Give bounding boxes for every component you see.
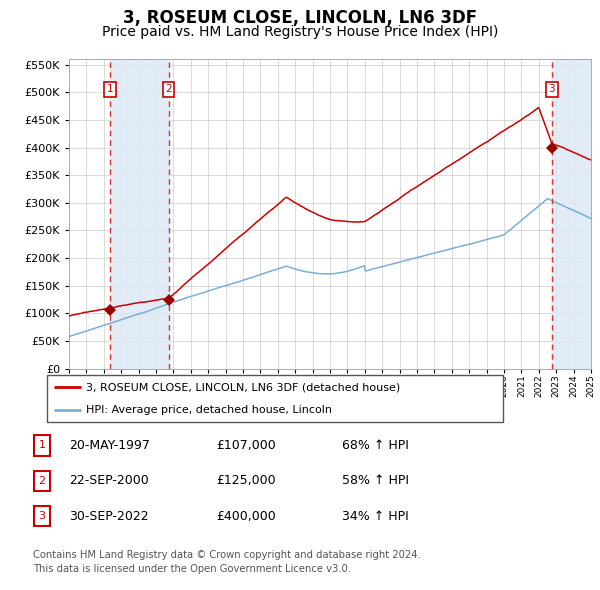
Text: 3: 3 (38, 512, 46, 521)
Text: 3, ROSEUM CLOSE, LINCOLN, LN6 3DF: 3, ROSEUM CLOSE, LINCOLN, LN6 3DF (123, 9, 477, 27)
Text: 34% ↑ HPI: 34% ↑ HPI (342, 510, 409, 523)
Text: 3: 3 (548, 84, 555, 94)
Text: 1: 1 (107, 84, 114, 94)
FancyBboxPatch shape (34, 506, 50, 526)
Text: 22-SEP-2000: 22-SEP-2000 (69, 474, 149, 487)
FancyBboxPatch shape (47, 375, 503, 422)
Text: 30-SEP-2022: 30-SEP-2022 (69, 510, 149, 523)
Text: 1: 1 (38, 441, 46, 450)
FancyBboxPatch shape (34, 435, 50, 455)
Text: Price paid vs. HM Land Registry's House Price Index (HPI): Price paid vs. HM Land Registry's House … (102, 25, 498, 40)
Text: 2: 2 (38, 476, 46, 486)
Text: 2: 2 (165, 84, 172, 94)
Text: £125,000: £125,000 (216, 474, 275, 487)
Text: This data is licensed under the Open Government Licence v3.0.: This data is licensed under the Open Gov… (33, 565, 351, 574)
Text: HPI: Average price, detached house, Lincoln: HPI: Average price, detached house, Linc… (86, 405, 332, 415)
Text: 58% ↑ HPI: 58% ↑ HPI (342, 474, 409, 487)
FancyBboxPatch shape (34, 471, 50, 491)
Text: £400,000: £400,000 (216, 510, 276, 523)
Text: 68% ↑ HPI: 68% ↑ HPI (342, 439, 409, 452)
Text: £107,000: £107,000 (216, 439, 276, 452)
Text: Contains HM Land Registry data © Crown copyright and database right 2024.: Contains HM Land Registry data © Crown c… (33, 550, 421, 559)
Text: 3, ROSEUM CLOSE, LINCOLN, LN6 3DF (detached house): 3, ROSEUM CLOSE, LINCOLN, LN6 3DF (detac… (86, 382, 400, 392)
Bar (110, 59, 169, 369)
Text: 20-MAY-1997: 20-MAY-1997 (69, 439, 150, 452)
Bar (552, 59, 591, 369)
